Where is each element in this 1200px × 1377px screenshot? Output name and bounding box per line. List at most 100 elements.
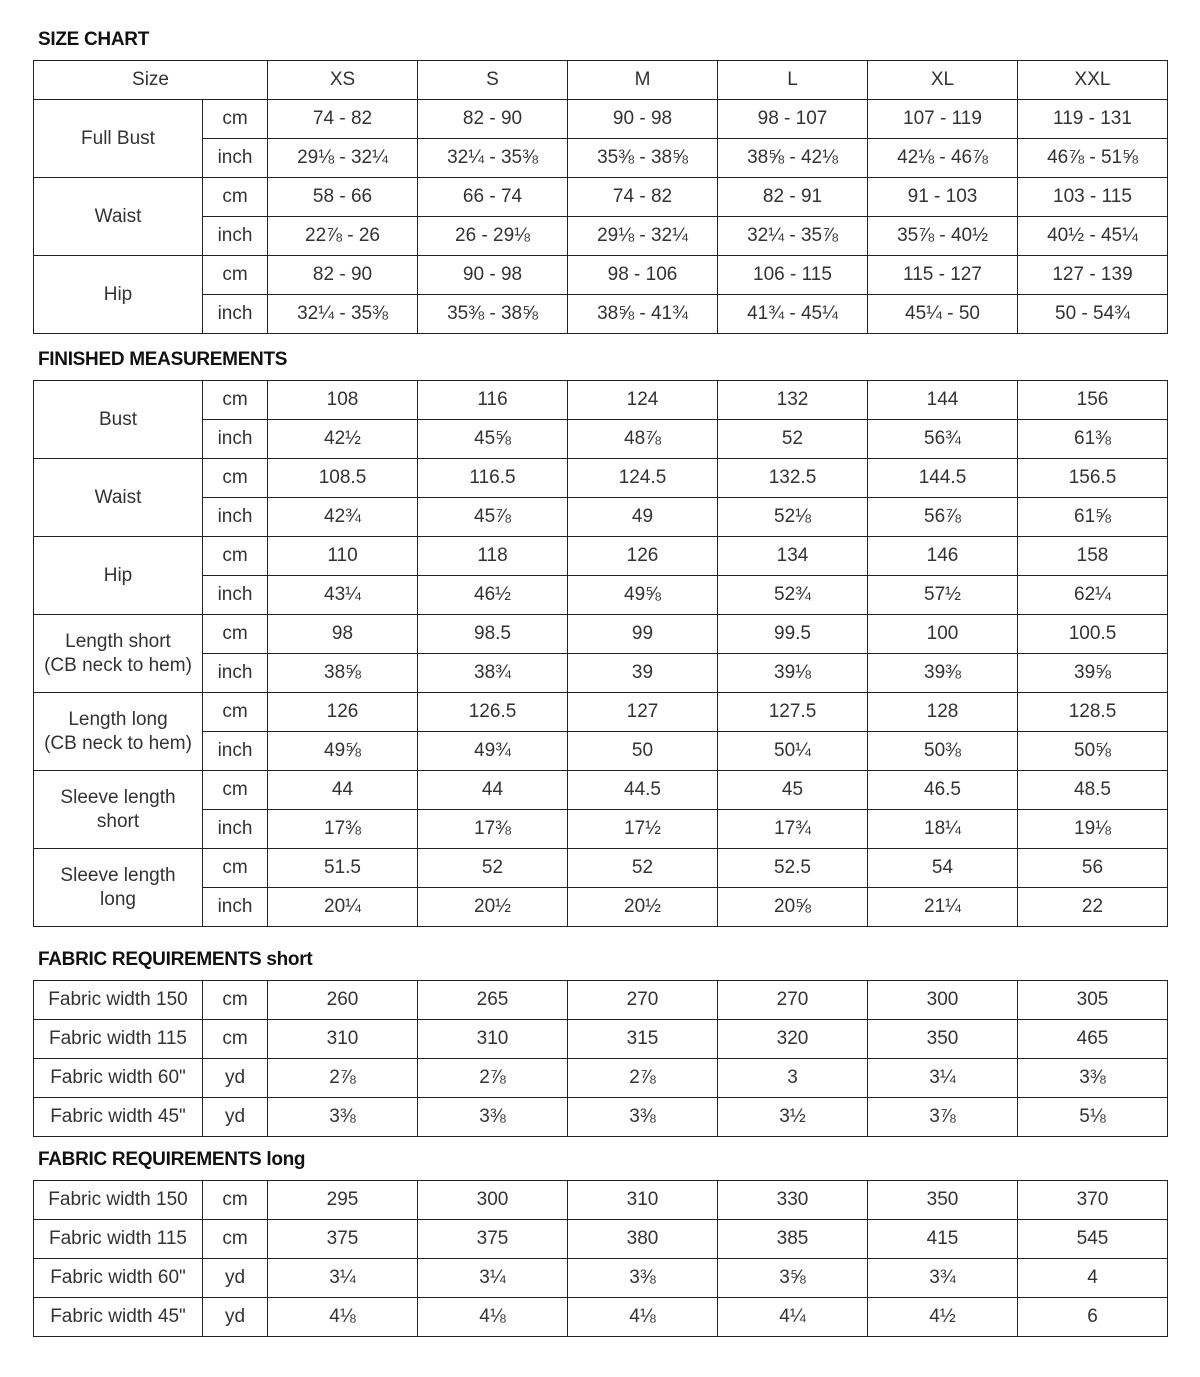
table-row: Sleeve length short cm 44 44 44.5 45 46.5 48.5 [33, 770, 1168, 849]
value-cell: 98 [267, 614, 418, 654]
unit-label: cm [202, 99, 268, 139]
value-cell: 56 [1017, 848, 1168, 888]
value-cell: 127.5 [717, 692, 868, 732]
table-row: inch 29⅛ - 32¼ 32¼ - 35⅜ 35⅜ - 38⅝ 38⅝ - 42⅛… [34, 138, 1168, 178]
value-cell: 17⅜ [417, 809, 568, 849]
value-cell: 103 - 115 [1017, 177, 1168, 217]
value-cell: 108 [267, 380, 418, 420]
unit-label: inch [202, 216, 268, 256]
value-cell: 3¼ [867, 1058, 1018, 1098]
value-cell: 158 [1017, 536, 1168, 576]
value-cell: 119 - 131 [1017, 99, 1168, 139]
value-cell: 415 [867, 1219, 1018, 1259]
value-cell: 156 [1017, 380, 1168, 420]
value-cell: 128.5 [1017, 692, 1168, 732]
table-row: Size XS S M L XL XXL [33, 60, 1168, 100]
fabric-width-label: Fabric width 150 [33, 1180, 203, 1220]
table-row: Sleeve length long cm 51.5 52 52 52.5 54 56 [33, 848, 1168, 927]
value-cell: 44.5 [567, 770, 718, 810]
value-cell: 116 [417, 380, 568, 420]
measurement-label: Length short (CB neck to hem) [33, 614, 203, 693]
value-cell: 350 [867, 1019, 1018, 1059]
value-cell: 90 - 98 [417, 255, 568, 295]
unit-label: yd [202, 1258, 268, 1298]
table-row: inch 17⅜ 17⅜ 17½ 17¾ 18¼ 19⅛ [34, 809, 1168, 849]
value-cell: 370 [1017, 1180, 1168, 1220]
measurement-label: Hip [33, 255, 203, 334]
size-header: S [417, 60, 568, 100]
value-cell: 106 - 115 [717, 255, 868, 295]
value-cell: 22⅞ - 26 [267, 216, 418, 256]
value-cell: 3⅜ [567, 1258, 718, 1298]
unit-label: cm [202, 255, 268, 295]
value-cell: 48.5 [1017, 770, 1168, 810]
value-cell: 50¼ [717, 731, 868, 771]
value-cell: 156.5 [1017, 458, 1168, 498]
measurement-label: Sleeve length long [33, 848, 203, 927]
value-cell: 380 [567, 1219, 718, 1259]
value-cell: 3 [717, 1058, 868, 1098]
measurement-label: Hip [33, 536, 203, 615]
value-cell: 61⅝ [1017, 497, 1168, 537]
value-cell: 50 - 54¾ [1017, 294, 1168, 334]
value-cell: 49⅝ [567, 575, 718, 615]
value-cell: 127 - 139 [1017, 255, 1168, 295]
value-cell: 4⅛ [417, 1297, 568, 1337]
value-cell: 375 [417, 1219, 568, 1259]
value-cell: 20⅝ [717, 887, 868, 927]
table-row: Fabric width 150 cm 295 300 310 330 350 370 [33, 1180, 1168, 1220]
fabric-width-label: Fabric width 150 [33, 980, 203, 1020]
value-cell: 17⅜ [267, 809, 418, 849]
value-cell: 20½ [417, 887, 568, 927]
table-row: Fabric width 60" yd 2⅞ 2⅞ 2⅞ 3 3¼ 3⅜ [33, 1058, 1168, 1098]
value-cell: 3⅞ [867, 1097, 1018, 1137]
unit-label: cm [202, 1180, 268, 1220]
table-row: Full Bust cm 74 - 82 82 - 90 90 - 98 98 - 107… [33, 99, 1168, 178]
table-row: Fabric width 115 cm 375 375 380 385 415 545 [33, 1219, 1168, 1259]
value-cell: 45⅝ [417, 419, 568, 459]
value-cell: 132.5 [717, 458, 868, 498]
value-cell: 29⅛ - 32¼ [267, 138, 418, 178]
measurement-label: Sleeve length short [33, 770, 203, 849]
value-cell: 2⅞ [267, 1058, 418, 1098]
value-cell: 39⅜ [867, 653, 1018, 693]
value-cell: 320 [717, 1019, 868, 1059]
value-cell: 62¼ [1017, 575, 1168, 615]
value-cell: 56¾ [867, 419, 1018, 459]
size-header: XS [267, 60, 418, 100]
value-cell: 20½ [567, 887, 718, 927]
fabric-short-title: FABRIC REQUIREMENTS short [38, 949, 313, 970]
unit-label: cm [202, 614, 268, 654]
value-cell: 4¼ [717, 1297, 868, 1337]
value-cell: 295 [267, 1180, 418, 1220]
value-cell: 32¼ - 35⅞ [717, 216, 868, 256]
value-cell: 38⅝ - 42⅛ [717, 138, 868, 178]
value-cell: 49⅝ [267, 731, 418, 771]
value-cell: 350 [867, 1180, 1018, 1220]
table-row: Hip cm 110 118 126 134 146 158 [33, 536, 1168, 615]
value-cell: 310 [567, 1180, 718, 1220]
size-chart-title: SIZE CHART [38, 29, 150, 50]
value-cell: 44 [267, 770, 418, 810]
value-cell: 124.5 [567, 458, 718, 498]
unit-label: cm [202, 380, 268, 420]
value-cell: 3⅜ [1017, 1058, 1168, 1098]
table-row: inch 20¼ 20½ 20½ 20⅝ 21¼ 22 [34, 887, 1168, 927]
size-header-label: Size [33, 60, 268, 100]
value-cell: 61⅜ [1017, 419, 1168, 459]
table-row: inch 43¼ 46½ 49⅝ 52¾ 57½ 62¼ [34, 575, 1168, 615]
value-cell: 270 [567, 980, 718, 1020]
value-cell: 19⅛ [1017, 809, 1168, 849]
unit-label: cm [202, 536, 268, 576]
value-cell: 74 - 82 [567, 177, 718, 217]
value-cell: 132 [717, 380, 868, 420]
unit-label: inch [202, 497, 268, 537]
value-cell: 108.5 [267, 458, 418, 498]
value-cell: 260 [267, 980, 418, 1020]
value-cell: 115 - 127 [867, 255, 1018, 295]
value-cell: 42⅛ - 46⅞ [867, 138, 1018, 178]
unit-label: cm [202, 177, 268, 217]
value-cell: 98 - 107 [717, 99, 868, 139]
value-cell: 82 - 91 [717, 177, 868, 217]
value-cell: 39 [567, 653, 718, 693]
